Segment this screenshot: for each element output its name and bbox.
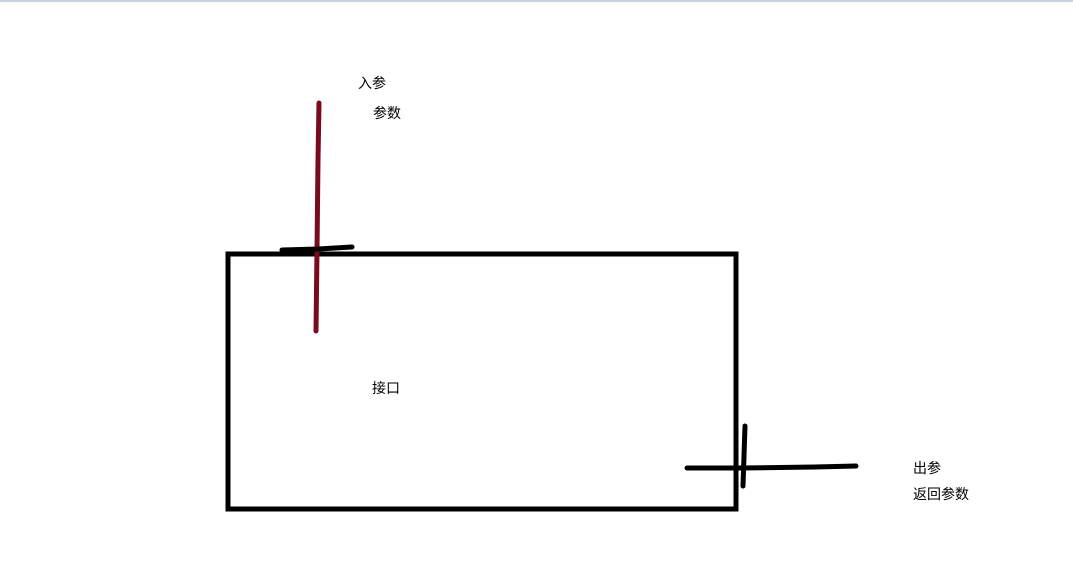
input-title-label: 入参 bbox=[358, 76, 386, 92]
interface-box bbox=[225, 251, 739, 512]
input-cross-tick bbox=[279, 244, 355, 253]
output-subtitle-label: 返回参数 bbox=[913, 487, 969, 503]
output-line bbox=[684, 463, 859, 471]
input-line bbox=[313, 100, 322, 334]
output-title-label: 出参 bbox=[913, 461, 941, 477]
input-subtitle-label: 参数 bbox=[373, 106, 401, 122]
interface-label: 接口 bbox=[372, 381, 400, 397]
window-top-border bbox=[0, 0, 1073, 2]
output-cross-tick bbox=[740, 423, 748, 489]
